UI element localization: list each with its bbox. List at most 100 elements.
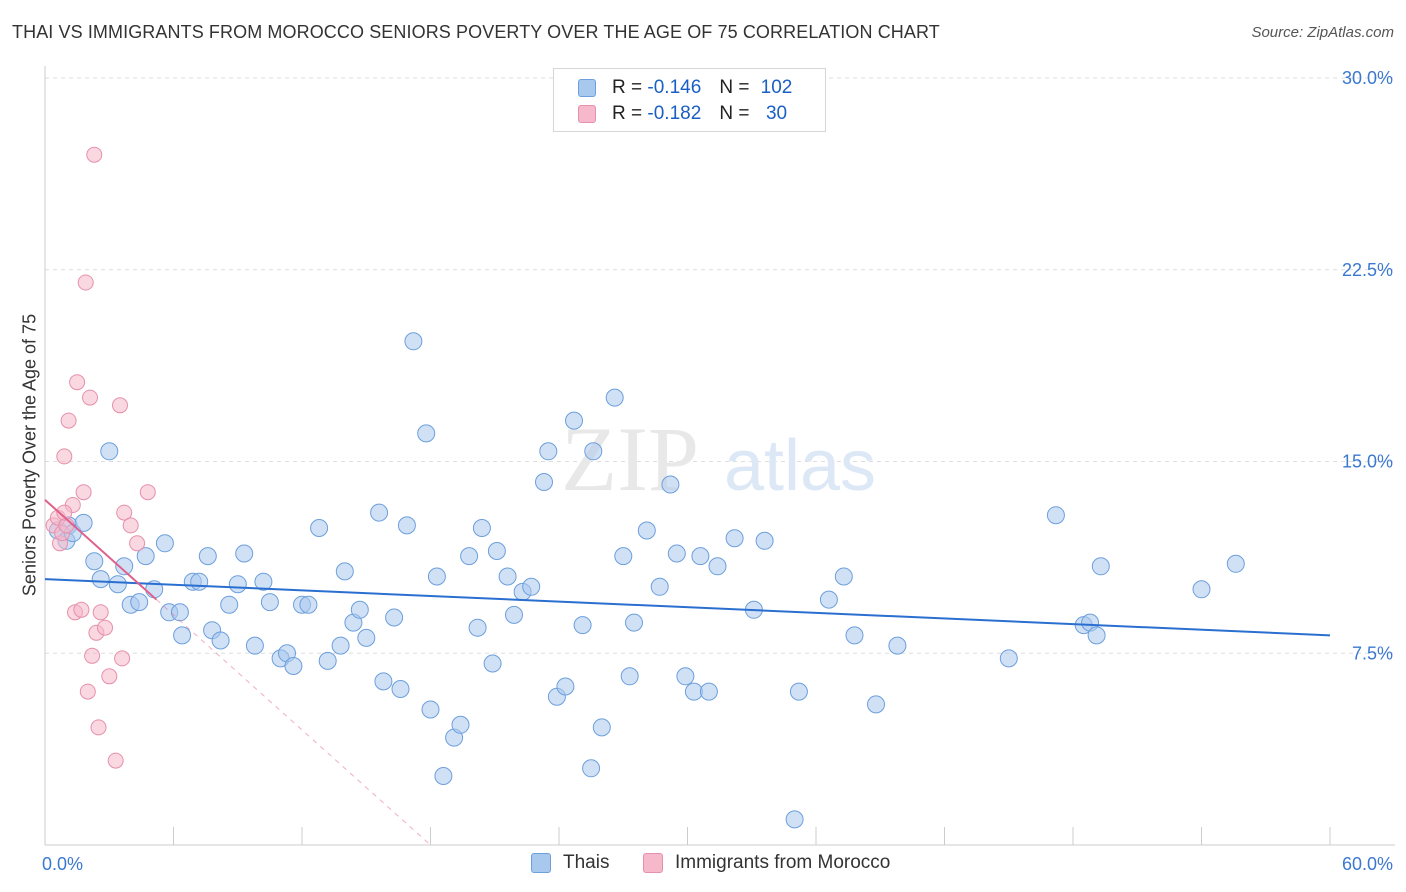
thais-point [417,424,436,443]
thais-point [999,649,1018,668]
thais-point [684,682,703,701]
thais-point [650,577,669,596]
morocco-point [77,274,94,291]
thais-point [468,618,487,637]
thais-point [130,593,149,612]
thais-point [136,547,155,566]
legend-n-label: N = [719,77,750,98]
thais-point [451,715,470,734]
legend-item-morocco: Immigrants from Morocco [643,852,890,874]
legend-r-value: -0.182 [647,103,702,124]
legend-r-value: -0.146 [647,77,702,98]
morocco-point [92,604,109,621]
thais-point [614,547,633,566]
thais-point [725,529,744,548]
thais-point [888,636,907,655]
thais-point [661,475,680,494]
legend-r-label: R = [612,103,643,124]
morocco-point [139,484,156,501]
thais-point [260,593,279,612]
morocco-point [73,601,90,618]
thais-point [676,667,695,686]
morocco-trend-line [44,499,158,601]
legend-n-value: 30 [765,103,788,124]
thais-point [556,677,575,696]
thais-point [867,695,885,714]
thais-point [155,534,174,553]
thais-point [385,608,404,627]
morocco-point [112,397,128,414]
morocco-point [75,484,92,501]
thais-point [335,562,354,581]
thais-point [284,657,303,675]
morocco-point [56,504,73,521]
legend-label-morocco: Immigrants from Morocco [675,852,891,873]
data-points [45,146,1245,829]
thais-point [789,682,808,701]
thais-point [498,567,517,586]
thais-point [211,631,230,650]
thais-point [357,628,376,647]
legend-r-label: R = [612,77,643,98]
thais-point [220,595,239,614]
thais-point [374,672,393,691]
trend-lines [44,499,1331,846]
thais-point [605,388,624,407]
thais-point [85,552,104,571]
correlation-legend: R = -0.146 N = 102 R = -0.182 N = 30 [553,68,826,132]
thais-point [691,547,710,566]
watermark: ZIP atlas [561,408,876,510]
thais-point [708,557,727,576]
thais-point [370,503,389,522]
morocco-point [129,535,146,552]
thais-point [487,542,506,560]
legend-n-value: 102 [760,77,793,98]
x-tick-label: 60.0% [1342,854,1393,874]
thais-point [318,651,337,670]
thais-point [584,442,603,461]
thais-point [460,547,479,566]
chart-title: THAI VS IMMIGRANTS FROM MOROCCO SENIORS … [12,22,940,42]
thais-point [539,442,558,461]
thais-point [637,521,656,540]
morocco-swatch [578,105,596,123]
x-tick-label: 0.0% [42,854,83,874]
thais-point [620,667,639,686]
thais-point [565,411,583,430]
thais-point [74,513,93,532]
morocco-trend-extension [156,599,431,846]
thais-point [505,605,523,624]
legend-row-morocco: R = -0.182 N = 30 [578,103,787,125]
tick-labels: 7.5% 15.0% 22.5% 30.0% 0.0% 60.0% [42,68,1393,874]
legend-row-thais: R = -0.146 N = 102 [578,77,792,99]
thais-point [1046,506,1065,525]
morocco-point [82,389,98,406]
axes [44,66,1395,846]
morocco-legend-swatch [643,853,663,873]
thais-point [483,654,502,673]
thais-point [198,547,217,566]
morocco-point [79,683,96,700]
legend-n-label: N = [719,103,750,124]
thais-point [522,577,541,596]
thais-point [592,718,611,737]
thais-point [91,570,110,589]
thais-legend-swatch [531,853,551,873]
thais-point [1091,557,1110,576]
source-label: Source: ZipAtlas.com [1251,24,1394,41]
y-tick-label: 7.5% [1352,643,1393,663]
thais-point [235,544,254,563]
thais-point [699,682,718,701]
thais-point [190,572,209,591]
thais-point [228,575,247,594]
thais-point [331,636,350,655]
thais-point [427,567,446,586]
watermark-atlas: atlas [724,426,876,506]
thais-point [625,613,643,632]
thais-swatch [578,79,596,97]
legend-label-thais: Thais [563,852,610,873]
thais-point [755,531,774,550]
thais-point [245,636,264,655]
thais-trend-line [44,578,1331,637]
